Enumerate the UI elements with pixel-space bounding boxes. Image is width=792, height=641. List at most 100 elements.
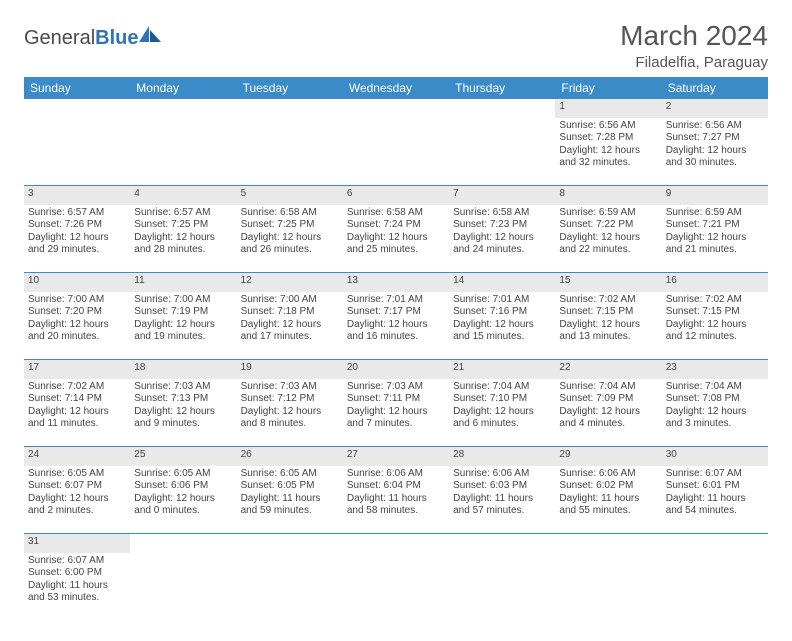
- day-info-cell: Sunrise: 6:06 AMSunset: 6:03 PMDaylight:…: [449, 466, 555, 534]
- day-info-cell: Sunrise: 6:57 AMSunset: 7:26 PMDaylight:…: [24, 205, 130, 273]
- day-d1: Daylight: 12 hours: [241, 406, 339, 419]
- day-number-cell: 3: [24, 186, 130, 205]
- day-info-cell: [237, 118, 343, 186]
- day-d1: Daylight: 12 hours: [453, 319, 551, 332]
- day-sr: Sunrise: 6:06 AM: [453, 468, 551, 481]
- weekday-row: Sunday Monday Tuesday Wednesday Thursday…: [24, 77, 768, 99]
- day-number-cell: 30: [662, 447, 768, 466]
- day-number-cell: 17: [24, 360, 130, 379]
- day-sr: Sunrise: 6:05 AM: [134, 468, 232, 481]
- day-d1: Daylight: 12 hours: [347, 406, 445, 419]
- day-d1: Daylight: 12 hours: [559, 232, 657, 245]
- day-d2: and 21 minutes.: [666, 244, 764, 257]
- day-ss: Sunset: 6:05 PM: [241, 480, 339, 493]
- page-header: GeneralBlue March 2024 Filadelfia, Parag…: [24, 20, 768, 71]
- day-number-cell: 21: [449, 360, 555, 379]
- day-number-cell: 20: [343, 360, 449, 379]
- day-d1: Daylight: 11 hours: [666, 493, 764, 506]
- calendar-page: GeneralBlue March 2024 Filadelfia, Parag…: [0, 0, 792, 641]
- day-info-cell: Sunrise: 6:58 AMSunset: 7:24 PMDaylight:…: [343, 205, 449, 273]
- day-info-cell: Sunrise: 7:00 AMSunset: 7:18 PMDaylight:…: [237, 292, 343, 360]
- day-d2: and 29 minutes.: [28, 244, 126, 257]
- day-info-cell: Sunrise: 6:58 AMSunset: 7:23 PMDaylight:…: [449, 205, 555, 273]
- day-sr: Sunrise: 7:03 AM: [347, 381, 445, 394]
- day-sr: Sunrise: 6:59 AM: [559, 207, 657, 220]
- day-d2: and 55 minutes.: [559, 505, 657, 518]
- day-d2: and 30 minutes.: [666, 157, 764, 170]
- day-ss: Sunset: 6:00 PM: [28, 567, 126, 580]
- day-number-cell: 24: [24, 447, 130, 466]
- day-info-cell: [130, 553, 236, 621]
- day-d1: Daylight: 11 hours: [347, 493, 445, 506]
- day-sr: Sunrise: 6:56 AM: [559, 120, 657, 133]
- day-info-cell: Sunrise: 7:03 AMSunset: 7:13 PMDaylight:…: [130, 379, 236, 447]
- day-info-cell: [24, 118, 130, 186]
- weekday-header: Wednesday: [343, 77, 449, 99]
- day-sr: Sunrise: 7:00 AM: [134, 294, 232, 307]
- day-sr: Sunrise: 6:05 AM: [241, 468, 339, 481]
- day-info-row: Sunrise: 6:57 AM Sunset: 7:26 PM Daylight:…: [24, 205, 768, 273]
- day-info-cell: Sunrise: 6:05 AMSunset: 6:05 PMDaylight:…: [237, 466, 343, 534]
- day-d1: Daylight: 12 hours: [559, 319, 657, 332]
- day-ss: Sunset: 7:28 PM: [559, 132, 657, 145]
- day-info-cell: Sunrise: 7:01 AMSunset: 7:17 PMDaylight:…: [343, 292, 449, 360]
- weekday-header: Friday: [555, 77, 661, 99]
- day-info-cell: Sunrise: 7:03 AMSunset: 7:12 PMDaylight:…: [237, 379, 343, 447]
- day-info-cell: Sunrise: 7:04 AMSunset: 7:10 PMDaylight:…: [449, 379, 555, 447]
- sail-icon: [139, 26, 161, 42]
- day-d2: and 15 minutes.: [453, 331, 551, 344]
- day-ss: Sunset: 7:26 PM: [28, 219, 126, 232]
- day-sr: Sunrise: 6:57 AM: [134, 207, 232, 220]
- day-d1: Daylight: 12 hours: [28, 493, 126, 506]
- day-sr: Sunrise: 7:02 AM: [28, 381, 126, 394]
- day-info-cell: Sunrise: 7:02 AMSunset: 7:14 PMDaylight:…: [24, 379, 130, 447]
- day-sr: Sunrise: 7:04 AM: [559, 381, 657, 394]
- day-ss: Sunset: 7:11 PM: [347, 393, 445, 406]
- day-info-cell: [555, 553, 661, 621]
- day-info-cell: [449, 118, 555, 186]
- day-ss: Sunset: 7:24 PM: [347, 219, 445, 232]
- day-number-cell: 31: [24, 534, 130, 553]
- weekday-header: Sunday: [24, 77, 130, 99]
- day-d1: Daylight: 12 hours: [347, 232, 445, 245]
- day-number-row: 12: [24, 99, 768, 118]
- day-ss: Sunset: 7:22 PM: [559, 219, 657, 232]
- day-ss: Sunset: 7:12 PM: [241, 393, 339, 406]
- day-number-cell: 6: [343, 186, 449, 205]
- day-info-cell: Sunrise: 7:04 AMSunset: 7:08 PMDaylight:…: [662, 379, 768, 447]
- day-ss: Sunset: 7:15 PM: [666, 306, 764, 319]
- day-number-cell: [237, 99, 343, 118]
- day-number-cell: [130, 534, 236, 553]
- day-number-cell: 19: [237, 360, 343, 379]
- weekday-header: Monday: [130, 77, 236, 99]
- brand-part1: General: [24, 27, 95, 49]
- day-sr: Sunrise: 6:05 AM: [28, 468, 126, 481]
- day-ss: Sunset: 7:25 PM: [241, 219, 339, 232]
- day-info-cell: Sunrise: 6:06 AMSunset: 6:04 PMDaylight:…: [343, 466, 449, 534]
- day-ss: Sunset: 6:07 PM: [28, 480, 126, 493]
- day-number-cell: 22: [555, 360, 661, 379]
- day-d2: and 3 minutes.: [666, 418, 764, 431]
- day-info-row: Sunrise: 6:56 AMSunset: 7:28 PMDaylight:…: [24, 118, 768, 186]
- day-sr: Sunrise: 7:01 AM: [347, 294, 445, 307]
- day-d1: Daylight: 12 hours: [28, 319, 126, 332]
- day-d2: and 11 minutes.: [28, 418, 126, 431]
- day-d2: and 9 minutes.: [134, 418, 232, 431]
- day-number-cell: 1: [555, 99, 661, 118]
- day-info-cell: Sunrise: 7:03 AMSunset: 7:11 PMDaylight:…: [343, 379, 449, 447]
- day-sr: Sunrise: 6:06 AM: [347, 468, 445, 481]
- day-number-cell: 27: [343, 447, 449, 466]
- day-d2: and 32 minutes.: [559, 157, 657, 170]
- day-ss: Sunset: 7:19 PM: [134, 306, 232, 319]
- day-ss: Sunset: 6:01 PM: [666, 480, 764, 493]
- day-number-cell: [555, 534, 661, 553]
- day-number-cell: 10: [24, 273, 130, 292]
- day-d2: and 0 minutes.: [134, 505, 232, 518]
- day-d1: Daylight: 12 hours: [666, 406, 764, 419]
- day-d1: Daylight: 12 hours: [134, 493, 232, 506]
- day-info-cell: Sunrise: 7:00 AMSunset: 7:19 PMDaylight:…: [130, 292, 236, 360]
- day-number-cell: 11: [130, 273, 236, 292]
- day-d1: Daylight: 12 hours: [559, 406, 657, 419]
- day-d2: and 16 minutes.: [347, 331, 445, 344]
- day-d1: Daylight: 12 hours: [347, 319, 445, 332]
